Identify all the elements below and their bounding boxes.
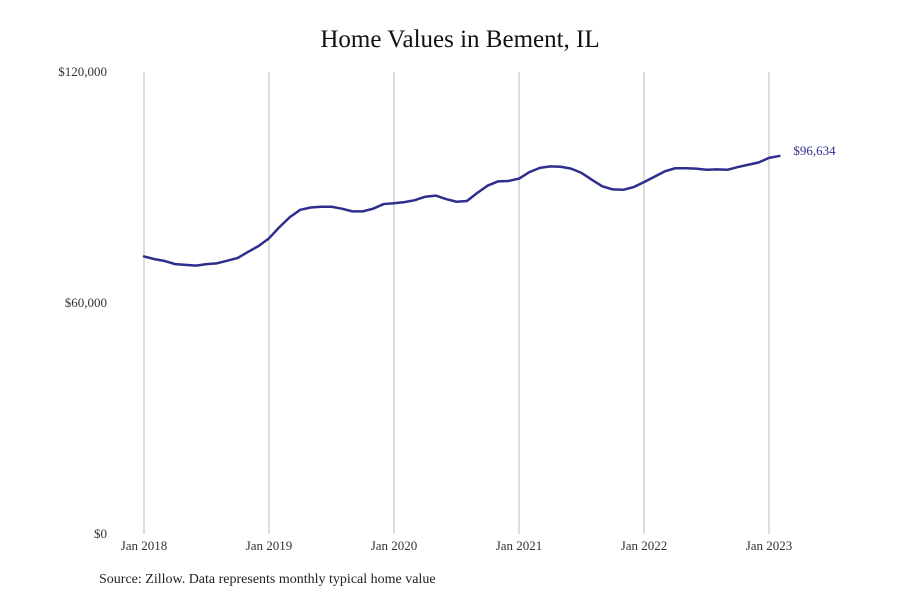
home-value-line	[142, 154, 781, 267]
end-value-label: $96,634	[793, 143, 836, 158]
x-tick-label: Jan 2021	[496, 538, 543, 553]
y-tick-label: $60,000	[65, 295, 107, 310]
x-tick-label: Jan 2020	[371, 538, 418, 553]
x-axis-ticks: Jan 2018 Jan 2019 Jan 2020 Jan 2021 Jan 2022…	[121, 538, 793, 553]
y-axis-ticks: $0 $60,000 $120,000	[58, 64, 107, 541]
y-tick-label: $0	[94, 526, 107, 541]
x-tick-label: Jan 2023	[746, 538, 793, 553]
chart-title: Home Values in Bement, IL	[320, 26, 600, 53]
source-note: Source: Zillow. Data represents monthly …	[99, 572, 436, 587]
y-tick-label: $120,000	[58, 64, 107, 79]
grid-lines	[143, 72, 770, 534]
x-tick-label: Jan 2019	[246, 538, 293, 553]
x-tick-label: Jan 2022	[621, 538, 668, 553]
x-tick-label: Jan 2018	[121, 538, 168, 553]
